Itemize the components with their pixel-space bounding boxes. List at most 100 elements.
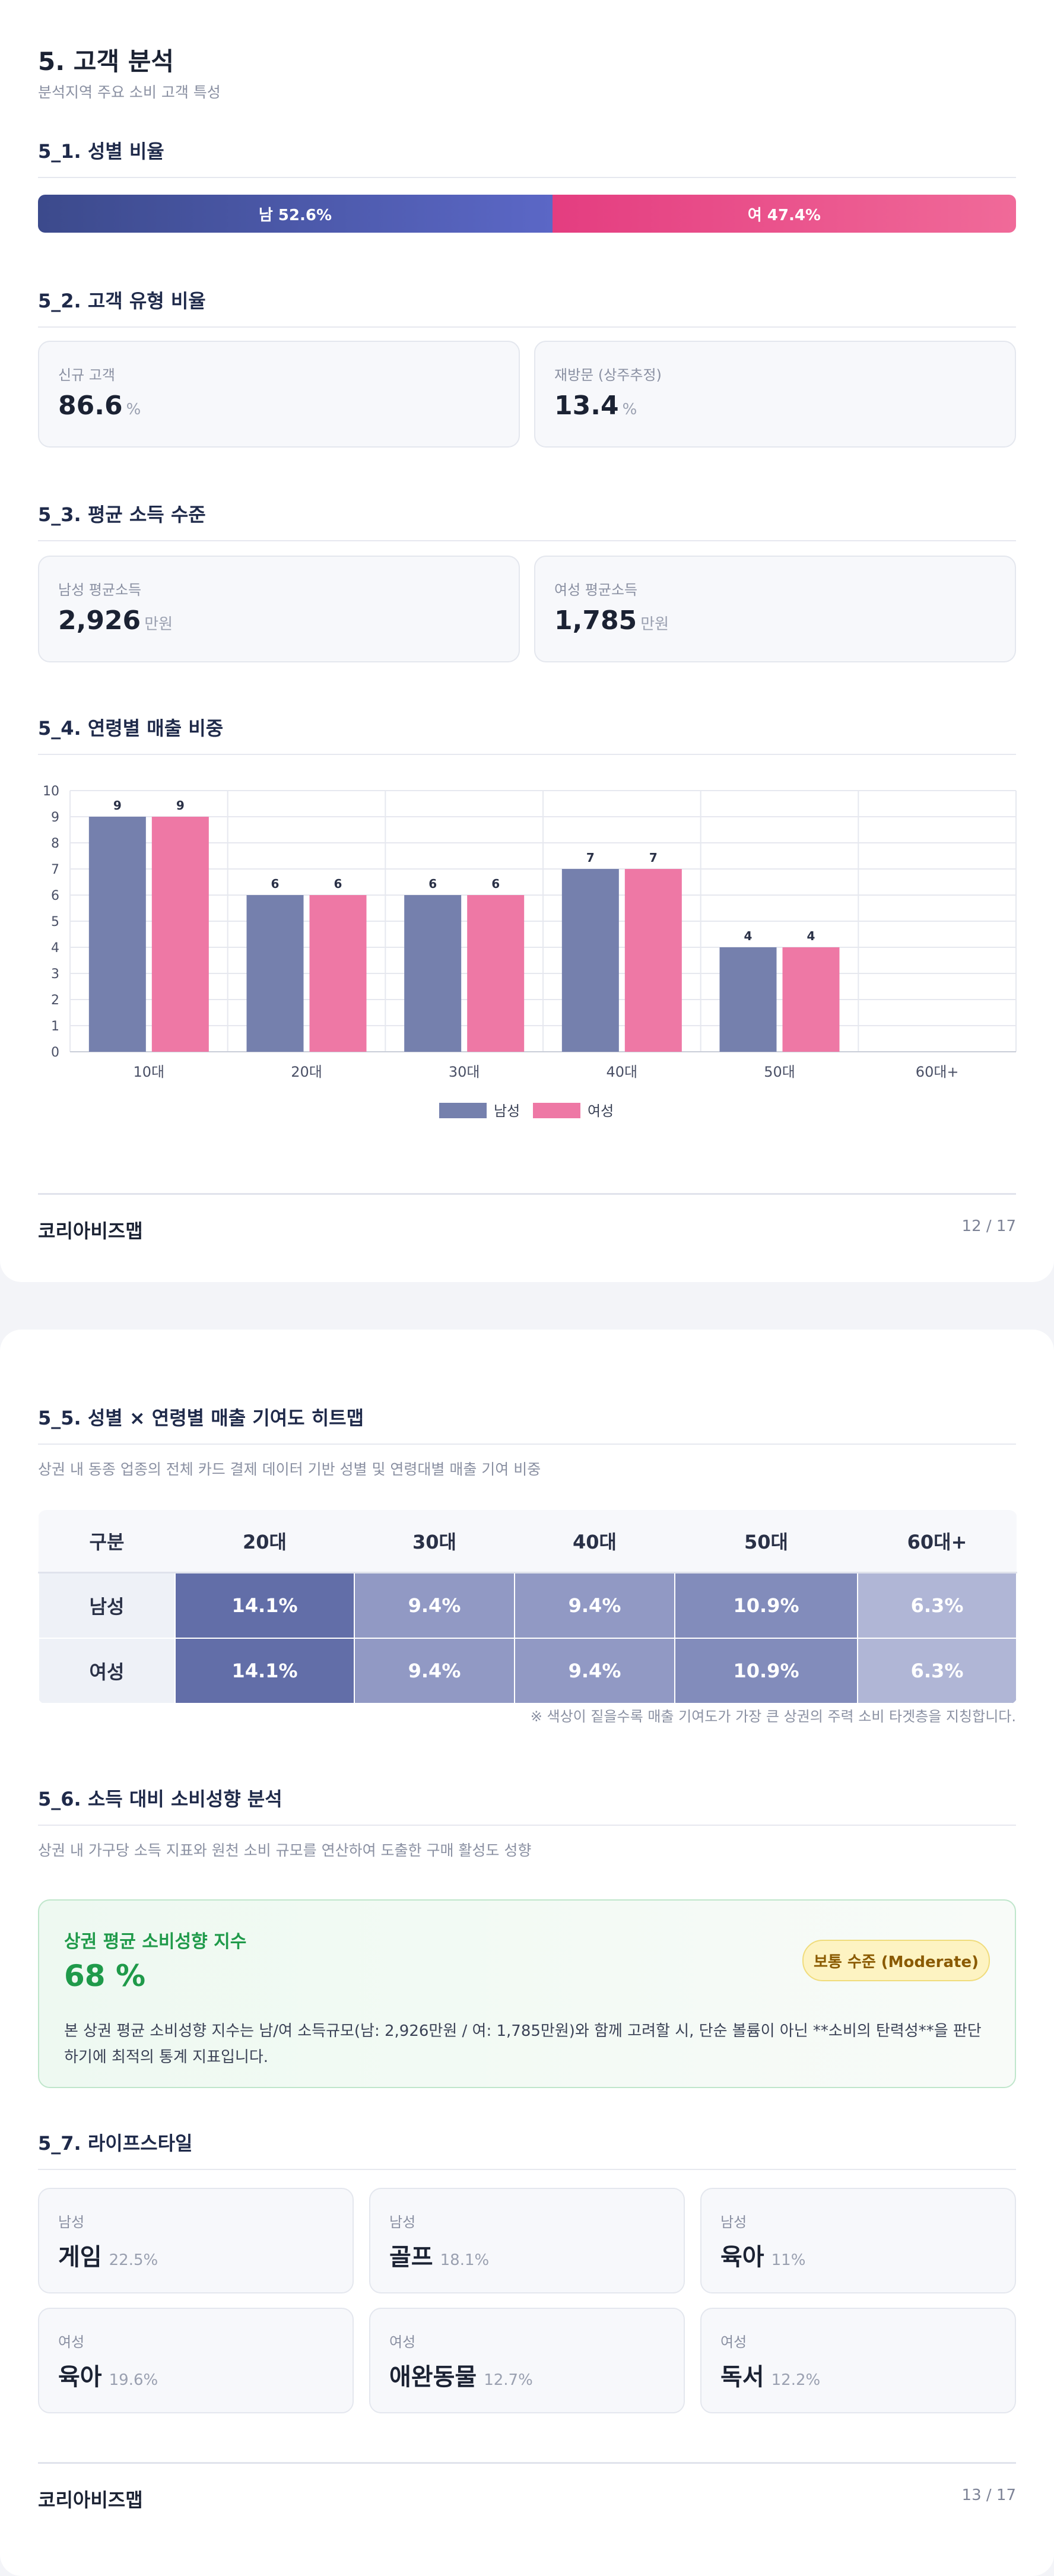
footer-brand: 코리아비즈맵 (38, 1220, 143, 1242)
male-income-card: 남성 평균소득 2,926 만원 (38, 556, 520, 662)
spending-level-badge: 보통 수준 (Moderate) (802, 1940, 990, 1981)
heatmap-note: ※ 색상이 짙을수록 매출 기여도가 가장 큰 상권의 주력 소비 타겟층을 지… (530, 1708, 1016, 1725)
lifestyle-name: 애완동물 (389, 2364, 477, 2391)
bar-data-label: 6 (271, 877, 280, 891)
spending-subtitle: 상권 내 가구당 소득 지표와 원천 소비 규모를 연산하여 도출한 구매 활성… (38, 1842, 532, 1859)
heatmap-cell: 10.9% (674, 1572, 858, 1639)
y-tick-label: 1 (51, 1019, 59, 1034)
footer-brand: 코리아비즈맵 (38, 2489, 143, 2511)
female-income-unit: 만원 (640, 616, 669, 633)
heatmap-cell: 10.9% (674, 1638, 858, 1704)
lifestyle-pct: 11% (771, 2251, 806, 2269)
y-tick-label: 0 (51, 1045, 59, 1060)
y-tick-label: 5 (51, 915, 59, 929)
heatmap-subtitle: 상권 내 동종 업종의 전체 카드 결제 데이터 기반 성별 및 연령대별 매출… (38, 1461, 541, 1478)
male-income-value: 2,926 (58, 605, 141, 636)
heatmap-header: 50대 (675, 1510, 858, 1573)
heatmap-cell: 6.3% (857, 1572, 1017, 1639)
female-income-card: 여성 평균소득 1,785 만원 (534, 556, 1016, 662)
legend-swatch (533, 1103, 580, 1118)
lifestyle-name: 게임 (58, 2244, 102, 2271)
male-income-unit: 만원 (144, 616, 173, 633)
heatmap-cell: 9.4% (354, 1572, 515, 1639)
heatmap-cell: 14.1% (174, 1638, 355, 1704)
new-customer-value: 86.6 (58, 391, 123, 421)
age-sales-bar-chart: 0 1 2 3 4 5 6 7 8 9 10 9 9 10대 6 6 20대 6 6 30대 7 7 40대 4 4 50대 60대… (43, 784, 1017, 1119)
x-tick-label: 30대 (449, 1064, 480, 1080)
heatmap-cell: 9.4% (354, 1638, 515, 1704)
heatmap-cell: 9.4% (514, 1638, 675, 1704)
y-tick-label: 3 (51, 967, 59, 982)
section-age-sales-title: 5_4. 연령별 매출 비중 (38, 713, 1016, 755)
page-title: 5. 고객 분석 (38, 47, 174, 76)
y-tick-label: 2 (51, 993, 59, 1008)
legend-label: 남성 (494, 1103, 520, 1119)
bar-data-label: 7 (586, 851, 595, 865)
x-tick-label: 40대 (607, 1064, 638, 1080)
lifestyle-gender: 여성 (389, 2334, 416, 2350)
bar-data-label: 9 (176, 798, 185, 813)
section-heatmap-title: 5_5. 성별 × 연령별 매출 기여도 히트맵 (38, 1403, 1016, 1445)
spending-index-value: 68 % (64, 1959, 146, 1993)
lifestyle-gender: 남성 (58, 2214, 85, 2231)
lifestyle-pct: 19.6% (109, 2371, 158, 2389)
bar-data-label: 7 (649, 851, 658, 865)
bar-data-label: 6 (428, 877, 437, 891)
bar-male (246, 895, 304, 1052)
heatmap-header: 20대 (175, 1510, 354, 1573)
gender-bar-male: 남 52.6% (38, 195, 553, 233)
y-tick-label: 8 (51, 836, 59, 851)
gender-ratio-bar: 남 52.6% 여 47.4% (38, 195, 1016, 233)
bar-data-label: 4 (744, 929, 753, 943)
male-income-label: 남성 평균소득 (58, 582, 142, 598)
legend-label: 여성 (588, 1103, 614, 1119)
heatmap-cell: 9.4% (514, 1572, 675, 1639)
heatmap-header: 60대+ (858, 1510, 1017, 1573)
female-income-label: 여성 평균소득 (554, 582, 638, 598)
lifestyle-name: 육아 (720, 2244, 764, 2271)
page-number: 12 / 17 (961, 1217, 1016, 1235)
y-tick-label: 4 (51, 941, 59, 956)
bar-male (719, 947, 777, 1052)
lifestyle-pct: 12.2% (771, 2371, 821, 2389)
x-tick-label: 10대 (134, 1064, 165, 1080)
lifestyle-name: 골프 (389, 2244, 433, 2271)
revisit-unit: % (622, 401, 637, 418)
heatmap-header: 40대 (515, 1510, 675, 1573)
bar-data-label: 9 (113, 798, 122, 813)
legend-swatch (439, 1103, 487, 1118)
bar-female (151, 817, 209, 1052)
heatmap-cell: 14.1% (174, 1572, 355, 1639)
page-number: 13 / 17 (961, 2486, 1016, 2504)
heatmap-row-label: 여성 (38, 1638, 176, 1704)
section-gender-ratio-title: 5_1. 성별 비율 (38, 137, 1016, 178)
new-customer-label: 신규 고객 (58, 367, 115, 383)
lifestyle-gender: 여성 (58, 2334, 85, 2350)
x-tick-label: 50대 (764, 1064, 795, 1080)
lifestyle-card: 여성 육아 19.6% (38, 2308, 354, 2413)
lifestyle-pct: 22.5% (109, 2251, 158, 2269)
section-lifestyle-title: 5_7. 라이프스타일 (38, 2128, 1016, 2170)
bar-female (467, 895, 525, 1052)
bar-data-label: 4 (807, 929, 815, 943)
lifestyle-card: 남성 골프 18.1% (369, 2188, 685, 2293)
female-income-value: 1,785 (554, 605, 637, 636)
bar-female (624, 869, 682, 1052)
y-tick-label: 7 (51, 862, 59, 877)
bar-male (404, 895, 462, 1052)
bar-female (309, 895, 367, 1052)
lifestyle-card: 여성 독서 12.2% (700, 2308, 1016, 2413)
lifestyle-card: 남성 육아 11% (700, 2188, 1016, 2293)
section-customer-type-title: 5_2. 고객 유형 비율 (38, 286, 1016, 328)
bar-data-label: 6 (334, 877, 342, 891)
spending-index-title: 상권 평균 소비성향 지수 (64, 1931, 247, 1952)
gender-age-heatmap: 구분 20대 30대 40대 50대 60대+ 남성 14.1% 9.4% 9.… (38, 1510, 1017, 1704)
lifestyle-gender: 여성 (720, 2334, 747, 2350)
gender-bar-female: 여 47.4% (552, 195, 1016, 233)
revisit-card: 재방문 (상주추정) 13.4% (534, 341, 1016, 448)
page-footer: 코리아비즈맵 12 / 17 (38, 1193, 1016, 1242)
x-tick-label: 20대 (291, 1064, 322, 1080)
page-subtitle: 분석지역 주요 소비 고객 특성 (38, 84, 221, 101)
heatmap-row-female: 여성 14.1% 9.4% 9.4% 10.9% 6.3% (38, 1638, 1017, 1704)
bar-data-label: 6 (491, 877, 500, 891)
